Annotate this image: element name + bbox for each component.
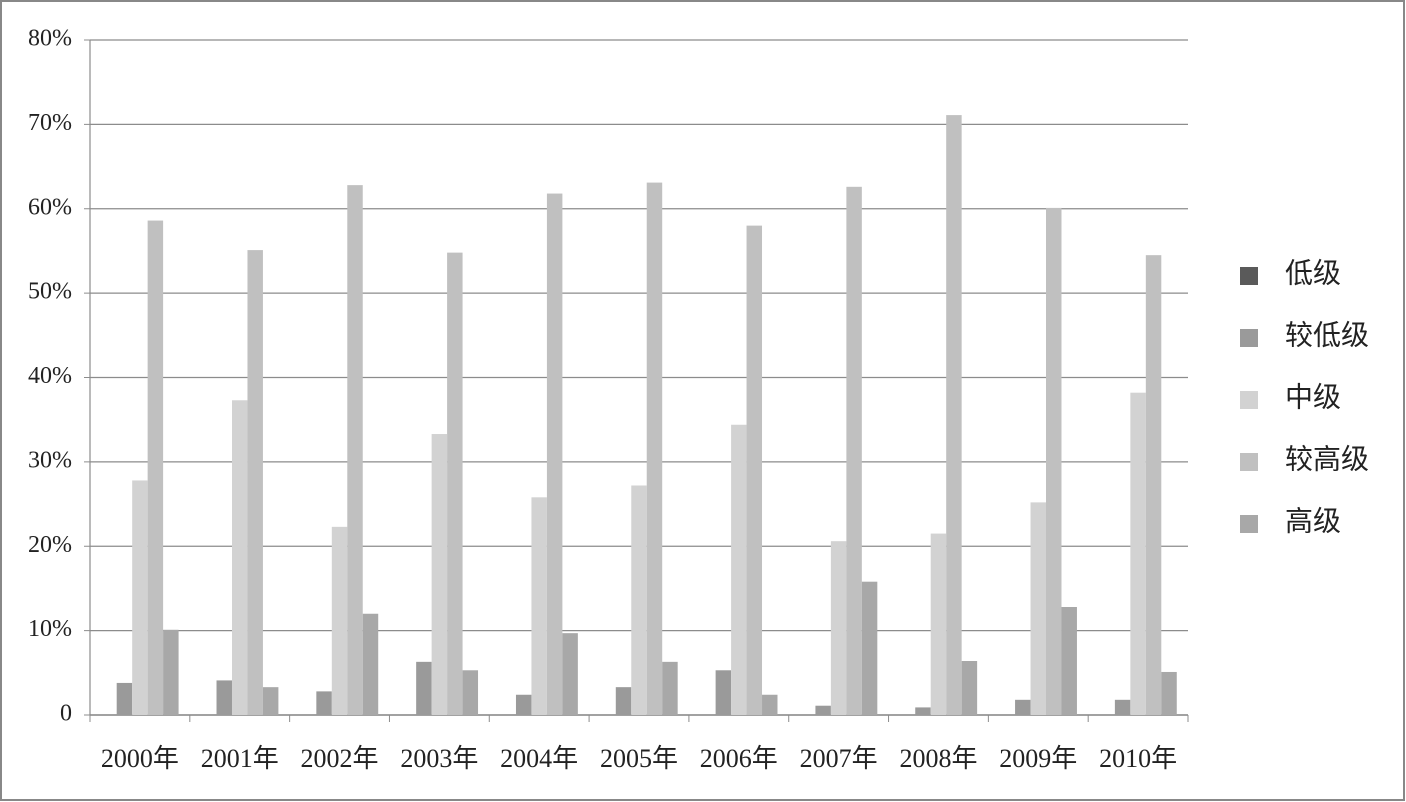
bar — [1130, 392, 1146, 715]
bar — [646, 182, 663, 715]
y-tick-label: 10% — [28, 616, 72, 642]
x-tick-label: 2009年 — [999, 744, 1077, 773]
bar — [746, 225, 763, 715]
bar — [1114, 699, 1131, 715]
bar — [331, 526, 348, 715]
bar — [347, 185, 363, 715]
y-tick-label: 0 — [60, 701, 72, 727]
legend-swatch — [1240, 267, 1258, 285]
legend-label: 低级 — [1285, 257, 1341, 289]
bar — [431, 434, 448, 715]
bar — [930, 533, 947, 715]
x-tick-label: 2010年 — [1099, 744, 1177, 773]
bar — [631, 485, 647, 715]
bar — [262, 687, 279, 715]
bar — [362, 613, 379, 715]
bar — [1046, 207, 1062, 715]
bar — [462, 670, 479, 715]
y-tick-label: 50% — [28, 279, 72, 305]
legend-swatch — [1240, 453, 1258, 471]
bar — [316, 691, 332, 715]
y-tick-label: 60% — [28, 194, 72, 220]
legend-label: 较高级 — [1285, 443, 1369, 475]
x-tick-label: 2002年 — [301, 744, 379, 773]
bar — [163, 629, 179, 715]
bar — [416, 661, 432, 715]
x-tick-label: 2000年 — [101, 744, 179, 773]
y-tick-label: 20% — [28, 532, 72, 558]
bar — [731, 424, 747, 715]
x-tick-label: 2007年 — [800, 744, 878, 773]
bar — [116, 682, 133, 715]
legend-swatch — [1240, 329, 1258, 347]
bar — [247, 250, 263, 715]
y-tick-label: 40% — [28, 363, 72, 389]
bar — [132, 480, 148, 715]
bar — [546, 193, 563, 715]
bar — [1030, 502, 1047, 715]
bar — [715, 670, 732, 715]
bar — [1145, 255, 1162, 715]
bar — [1161, 671, 1177, 715]
legend-label: 中级 — [1285, 381, 1341, 413]
x-tick-label: 2001年 — [201, 744, 279, 773]
bar — [216, 680, 232, 715]
bar — [562, 633, 578, 715]
bar — [615, 687, 632, 715]
bar — [846, 186, 862, 715]
y-tick-label: 70% — [28, 110, 72, 136]
x-tick-label: 2004年 — [500, 744, 578, 773]
bar — [961, 661, 978, 715]
y-tick-label: 80% — [28, 26, 72, 52]
bar — [815, 705, 831, 715]
bar — [915, 707, 931, 715]
bar — [231, 400, 248, 715]
bar — [1061, 607, 1077, 715]
x-tick-label: 2006年 — [700, 744, 778, 773]
legend-label: 较低级 — [1285, 319, 1369, 351]
x-tick-label: 2003年 — [400, 744, 478, 773]
bar — [1015, 699, 1031, 715]
bar — [762, 694, 778, 715]
bar — [447, 252, 463, 715]
bar — [515, 694, 532, 715]
bar — [946, 115, 962, 715]
bar — [531, 497, 547, 715]
bar — [861, 581, 878, 715]
x-tick-label: 2005年 — [600, 744, 678, 773]
bar — [662, 661, 678, 715]
bar — [830, 541, 847, 715]
legend-label: 高级 — [1285, 505, 1341, 537]
legend-swatch — [1240, 515, 1258, 533]
legend-swatch — [1240, 391, 1258, 409]
bar — [147, 220, 164, 715]
y-tick-label: 30% — [28, 447, 72, 473]
x-tick-label: 2008年 — [899, 744, 977, 773]
